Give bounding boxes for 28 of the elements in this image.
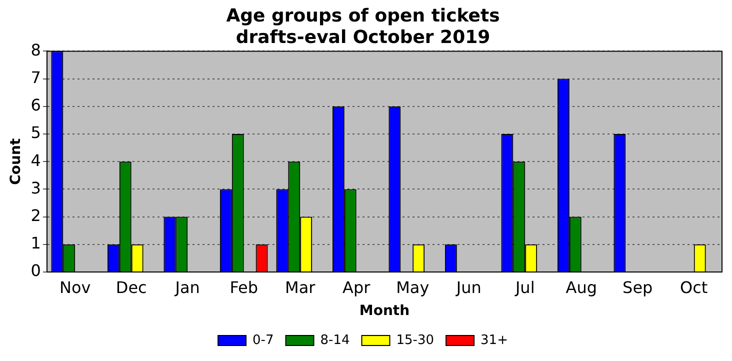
x-tick-label: Nov [59,278,91,297]
y-tick-label: 0 [30,261,41,280]
legend-label: 15-30 [396,332,434,348]
x-tick-label: Feb [230,278,258,297]
y-tick-label: 5 [30,123,41,142]
legend-label: 0-7 [252,332,274,348]
y-tick-label: 1 [30,234,41,253]
x-tick-label: Aug [566,278,597,297]
x-axis-title: Month [359,303,410,320]
x-tick-label: Oct [680,278,708,297]
x-tick-label: Dec [116,278,147,297]
y-tick-label: 6 [30,96,41,115]
y-tick-label: 4 [30,150,41,170]
x-tick-label: Apr [342,278,371,297]
y-tick-label: 3 [30,178,41,198]
legend-label: 8-14 [320,332,350,348]
y-tick-label: 8 [30,40,41,60]
x-tick-label: Jun [455,278,482,297]
legend-label: 31+ [480,332,508,348]
y-tick-label: 7 [30,68,41,87]
y-tick-label: 2 [30,206,41,225]
x-tick-label: Sep [622,278,653,297]
x-tick-label: Jan [174,278,200,297]
x-tick-label: Jul [514,278,535,297]
x-tick-label: Mar [285,278,316,297]
x-tick-label: May [396,278,430,297]
y-axis-title: Count [8,138,24,185]
chart-title: Age groups of open tickets drafts-eval October 2019 [226,5,500,48]
